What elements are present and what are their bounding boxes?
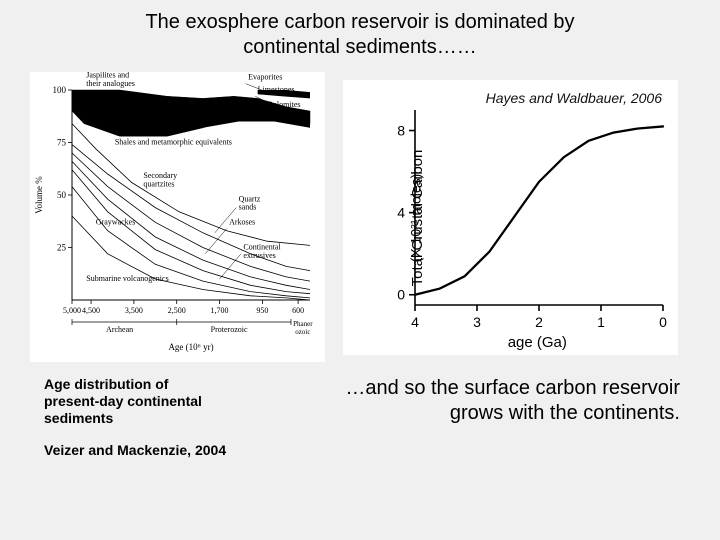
svg-text:1,700: 1,700 — [211, 306, 229, 315]
svg-text:ozoic: ozoic — [295, 328, 310, 336]
svg-text:Volume %: Volume % — [34, 176, 44, 214]
left-citation: Veizer and Mackenzie, 2004 — [0, 426, 720, 458]
left-caption: Age distribution of present-day continen… — [44, 376, 274, 426]
svg-text:Evaporites: Evaporites — [248, 73, 282, 82]
title-line-1: The exosphere carbon reservoir is domina… — [145, 11, 574, 33]
svg-text:4: 4 — [397, 205, 405, 221]
svg-text:1: 1 — [597, 314, 605, 330]
svg-text:5,000: 5,000 — [63, 306, 81, 315]
svg-text:Limestones: Limestones — [258, 85, 295, 94]
left-caption-line-3: sediments — [44, 410, 274, 427]
right-caption: …and so the surface carbon reservoir gro… — [288, 376, 690, 426]
svg-text:100: 100 — [53, 85, 67, 95]
right-x-axis-label: age (Ga) — [508, 334, 567, 351]
svg-text:Phaner: Phaner — [293, 320, 313, 328]
svg-text:their analogues: their analogues — [86, 79, 135, 88]
svg-text:Arkoses: Arkoses — [229, 217, 255, 226]
svg-text:950: 950 — [256, 306, 268, 315]
right-y-axis-sublabel: (X 10²¹ moles) — [407, 173, 423, 262]
svg-text:Age (10⁶ yr): Age (10⁶ yr) — [168, 342, 213, 352]
bottom-row: Age distribution of present-day continen… — [0, 362, 720, 426]
svg-text:25: 25 — [57, 243, 67, 253]
right-chart-citation: Hayes and Waldbauer, 2006 — [486, 90, 662, 106]
svg-text:Graywackes: Graywackes — [96, 217, 136, 226]
svg-text:4: 4 — [411, 314, 419, 330]
svg-text:Dolomites: Dolomites — [267, 100, 300, 109]
right-caption-line-1: …and so the surface carbon reservoir — [345, 377, 680, 399]
svg-text:sands: sands — [239, 203, 257, 212]
right-caption-line-2: grows with the continents. — [450, 402, 680, 424]
svg-text:Proterozoic: Proterozoic — [211, 325, 248, 334]
left-chart-panel: Volume % 25 50 75 100 5,0004,500 3,500 2,500 1,7… — [30, 72, 325, 362]
svg-text:2: 2 — [535, 314, 543, 330]
svg-text:3,500: 3,500 — [125, 306, 143, 315]
svg-text:0: 0 — [397, 287, 405, 303]
left-caption-line-1: Age distribution of — [44, 376, 274, 393]
title-line-2: continental sediments…… — [243, 36, 476, 58]
svg-text:0: 0 — [659, 314, 667, 330]
svg-text:quartzites: quartzites — [143, 180, 174, 189]
svg-text:Shales and metamorphic equival: Shales and metamorphic equivalents — [115, 138, 232, 147]
svg-text:4,500: 4,500 — [82, 306, 100, 315]
left-chart-svg: Volume % 25 50 75 100 5,0004,500 3,500 2,500 1,7… — [30, 72, 325, 362]
svg-text:3: 3 — [473, 314, 481, 330]
svg-text:8: 8 — [397, 123, 405, 139]
svg-text:50: 50 — [57, 190, 67, 200]
page-title: The exosphere carbon reservoir is domina… — [0, 0, 720, 64]
svg-text:75: 75 — [57, 138, 67, 148]
right-chart-panel: Hayes and Waldbauer, 2006 Total Crustal … — [343, 80, 678, 355]
svg-text:600: 600 — [292, 306, 304, 315]
svg-text:2,500: 2,500 — [168, 306, 186, 315]
svg-text:Archean: Archean — [106, 325, 133, 334]
charts-row: Volume %2550751005,0004,5003,5002,5001,7… — [0, 64, 720, 362]
svg-text:Submarine volcanogenics: Submarine volcanogenics — [86, 274, 168, 283]
svg-text:extrusives: extrusives — [243, 251, 275, 260]
left-caption-line-2: present-day continental — [44, 393, 274, 410]
right-chart-svg: 04843210 — [343, 80, 678, 355]
